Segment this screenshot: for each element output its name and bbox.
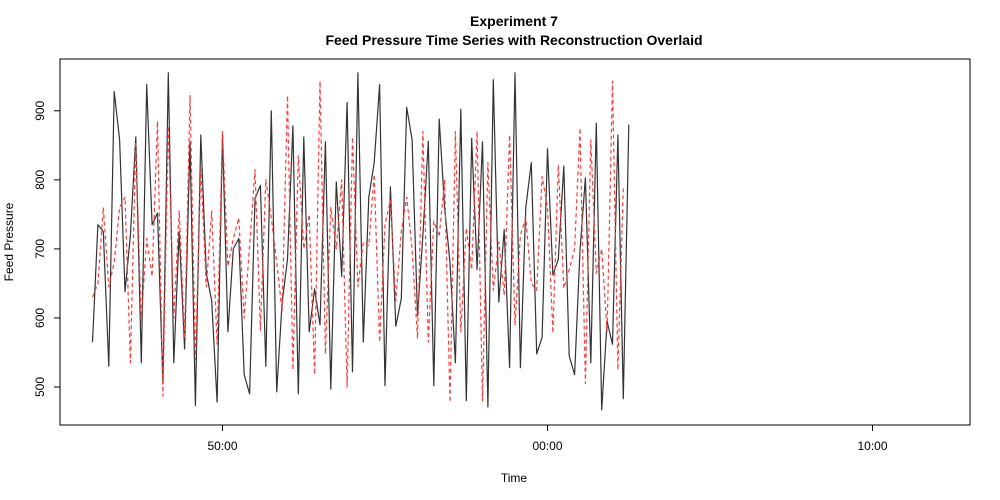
chart-title: Experiment 7 bbox=[470, 13, 558, 29]
x-axis: 50:00 00:00 10:00 bbox=[207, 424, 888, 453]
y-tick-label: 500 bbox=[33, 377, 47, 397]
series-line-observed bbox=[91, 72, 630, 411]
series-line-reconstruction bbox=[91, 80, 624, 403]
y-tick-label: 700 bbox=[33, 239, 47, 259]
x-tick-label: 00:00 bbox=[532, 439, 562, 453]
x-tick-label: 10:00 bbox=[857, 439, 887, 453]
series-layer bbox=[91, 72, 630, 411]
x-tick-label: 50:00 bbox=[207, 439, 237, 453]
y-tick-label: 600 bbox=[33, 308, 47, 328]
chart-subtitle: Feed Pressure Time Series with Reconstru… bbox=[325, 32, 702, 48]
x-axis-label: Time bbox=[501, 471, 528, 485]
y-tick-label: 900 bbox=[33, 100, 47, 120]
y-axis: 500 600 700 800 900 bbox=[33, 100, 61, 397]
y-axis-label: Feed Pressure bbox=[2, 202, 16, 281]
y-tick-label: 800 bbox=[33, 170, 47, 190]
